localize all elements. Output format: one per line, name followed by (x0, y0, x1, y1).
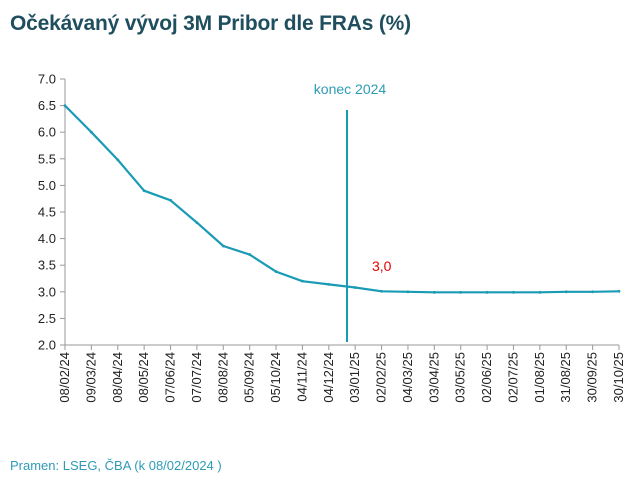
data-point (327, 282, 331, 286)
y-tick-label: 3.5 (38, 258, 56, 273)
y-tick-label: 2.0 (38, 338, 56, 353)
data-point (538, 290, 542, 294)
data-point (248, 253, 252, 256)
data-point (301, 279, 304, 283)
data-point (89, 130, 93, 134)
data-point (617, 289, 621, 293)
data-point (459, 290, 463, 294)
y-tick-label: 4.0 (38, 231, 56, 246)
x-tick-label: 30/10/25 (611, 352, 626, 403)
x-tick-label: 03/04/25 (426, 352, 441, 403)
x-tick-label: 08/02/24 (57, 352, 72, 403)
data-point (63, 104, 67, 107)
y-axis-ticks: 2.0 2.5 3.0 3.5 4.0 4.5 5.0 5.5 6.0 6.5 7.0 (38, 72, 65, 353)
y-tick-label: 6.5 (38, 98, 56, 113)
chart-title: Očekávaný vývoj 3M Pribor dle FRAs (%) (10, 12, 411, 35)
x-tick-label: 01/08/25 (532, 352, 547, 403)
data-point (512, 290, 515, 294)
x-tick-label: 02/06/25 (479, 352, 494, 403)
y-tick-label: 7.0 (38, 72, 56, 87)
x-tick-label: 07/06/24 (163, 352, 178, 403)
data-point (116, 158, 120, 162)
y-tick-label: 4.5 (38, 205, 56, 220)
x-axis-ticks: 08/02/24 09/03/24 08/04/24 08/05/24 07/06/24… (57, 345, 626, 403)
y-tick-label: 3.0 (38, 284, 56, 299)
x-tick-label: 05/09/24 (242, 352, 257, 403)
y-tick-label: 6.0 (38, 125, 56, 140)
data-point (564, 290, 568, 294)
end-2024-annotation: konec 2024 (314, 81, 387, 97)
source-note: Pramen: LSEG, ČBA (k 08/02/2024 ) (10, 458, 222, 473)
series-line (64, 104, 620, 294)
chart-axes (64, 79, 619, 346)
x-tick-label: 04/11/24 (294, 352, 309, 402)
data-point (353, 286, 357, 289)
x-tick-label: 08/05/24 (136, 352, 151, 403)
x-tick-label: 03/01/25 (347, 352, 362, 403)
data-point (221, 244, 225, 248)
x-tick-label: 05/10/24 (268, 352, 283, 403)
x-tick-label: 02/07/25 (505, 352, 520, 403)
x-tick-label: 08/04/24 (110, 352, 125, 403)
x-tick-label: 09/03/24 (83, 352, 98, 403)
data-point (591, 290, 595, 294)
x-tick-label: 31/08/25 (558, 352, 573, 403)
x-tick-label: 03/05/25 (453, 352, 468, 403)
data-point (432, 290, 436, 294)
y-tick-label: 5.5 (38, 151, 56, 166)
data-point (195, 221, 199, 225)
x-tick-label: 02/02/25 (374, 352, 389, 403)
x-tick-label: 07/07/24 (189, 352, 204, 403)
data-point (485, 290, 489, 294)
data-point (142, 189, 146, 193)
x-tick-label: 04/12/24 (321, 352, 336, 403)
y-tick-label: 2.5 (38, 311, 56, 326)
data-point (380, 289, 383, 293)
data-point (169, 198, 172, 202)
x-tick-label: 04/03/25 (400, 352, 415, 403)
data-point (274, 270, 278, 273)
data-label-3-0: 3,0 (372, 258, 392, 274)
y-tick-label: 5.0 (38, 178, 56, 193)
annotations-group: konec 2024 3,0 (314, 81, 392, 342)
data-point (406, 290, 410, 294)
x-tick-label: 08/08/24 (215, 352, 230, 403)
series-group (63, 104, 621, 294)
x-tick-label: 30/09/25 (585, 352, 600, 403)
